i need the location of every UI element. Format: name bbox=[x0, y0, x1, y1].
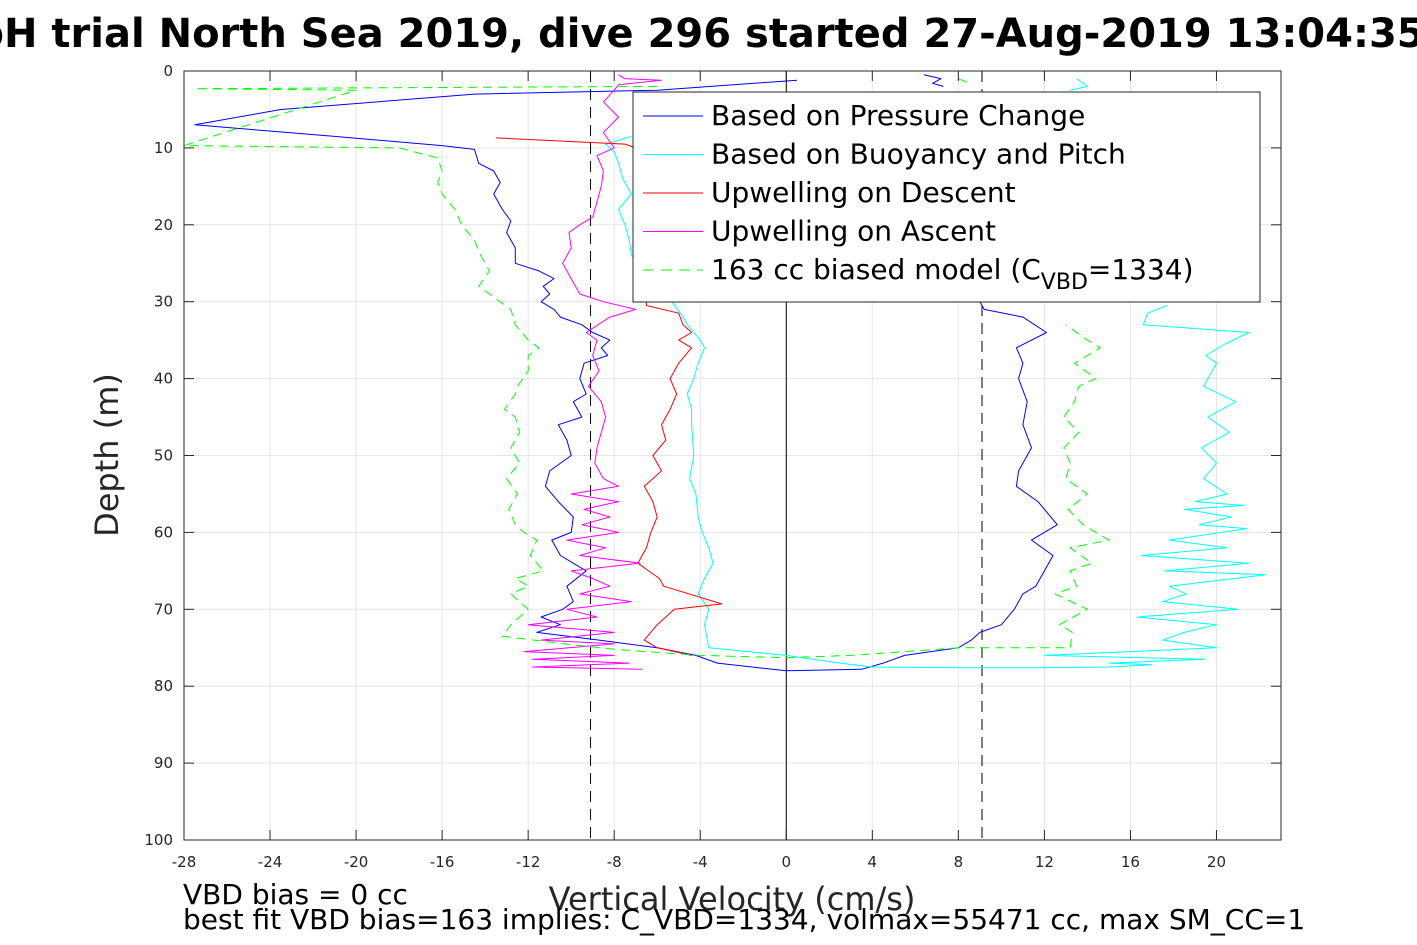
series-line bbox=[605, 135, 1267, 669]
y-tick-label: 60 bbox=[154, 523, 173, 541]
series-line bbox=[495, 137, 723, 656]
x-tick-label: 8 bbox=[954, 853, 964, 871]
series-line bbox=[523, 74, 662, 670]
x-tick-label: 16 bbox=[1121, 853, 1140, 871]
legend-label: 163 cc biased model (CVBD=1334) bbox=[711, 253, 1194, 295]
y-tick-label: 10 bbox=[154, 139, 173, 157]
x-tick-label: -12 bbox=[516, 853, 541, 871]
chart-title: pH trial North Sea 2019, dive 296 starte… bbox=[0, 11, 1417, 57]
x-tick-label: -20 bbox=[344, 853, 369, 871]
y-tick-label: 40 bbox=[154, 370, 173, 388]
y-tick-label: 80 bbox=[154, 677, 173, 695]
series-line bbox=[958, 78, 968, 87]
x-axis-label: Vertical Velocity (cm/s) bbox=[549, 880, 916, 918]
x-tick-label: -16 bbox=[430, 853, 455, 871]
series-line bbox=[194, 79, 1058, 672]
y-tick-label: 30 bbox=[154, 293, 173, 311]
x-axis: -28 -24 -20 -16 -12 -8 -4 0 4 8 12 16 20 bbox=[172, 71, 1226, 871]
legend-label: Based on Buoyancy and Pitch bbox=[711, 138, 1126, 171]
y-tick-label: 90 bbox=[154, 754, 173, 772]
x-tick-label: -28 bbox=[172, 853, 197, 871]
series-line bbox=[1070, 78, 1088, 91]
legend-label: Upwelling on Ascent bbox=[711, 215, 996, 248]
x-tick-label: -8 bbox=[607, 853, 622, 871]
x-tick-label: -24 bbox=[258, 853, 283, 871]
y-tick-label: 100 bbox=[144, 831, 173, 849]
series-line bbox=[923, 74, 944, 87]
y-axis-label: Depth (m) bbox=[88, 373, 126, 537]
legend-box bbox=[632, 91, 1261, 303]
x-tick-label: -4 bbox=[693, 853, 708, 871]
best-fit-note: best fit VBD bias=163 implies: C_VBD=133… bbox=[183, 903, 1305, 936]
y-tick-label: 50 bbox=[154, 447, 173, 465]
series-layer bbox=[184, 71, 1267, 840]
legend-label: Based on Pressure Change bbox=[711, 99, 1085, 132]
y-tick-label: 70 bbox=[154, 600, 173, 618]
legend-label: Upwelling on Descent bbox=[711, 176, 1016, 209]
legend: Based on Pressure Change Based on Buoyanc… bbox=[632, 91, 1261, 303]
x-tick-label: 4 bbox=[868, 853, 878, 871]
x-tick-label: 0 bbox=[782, 853, 792, 871]
x-tick-label: 20 bbox=[1207, 853, 1226, 871]
x-tick-label: 12 bbox=[1035, 853, 1054, 871]
y-tick-label: 20 bbox=[154, 216, 173, 234]
y-tick-label: 0 bbox=[163, 62, 173, 80]
series-line bbox=[184, 85, 1110, 659]
vbd-bias-note: VBD bias = 0 cc bbox=[183, 878, 408, 911]
y-axis: 0 10 20 30 40 50 60 70 80 90 100 bbox=[144, 62, 1281, 849]
